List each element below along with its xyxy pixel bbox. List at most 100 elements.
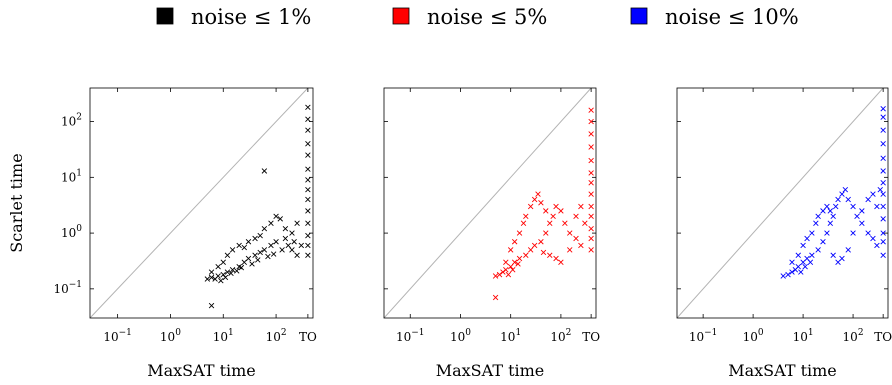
- data-point: [780, 273, 786, 279]
- data-point: [854, 213, 860, 220]
- data-point: [527, 247, 534, 253]
- data-point: [245, 239, 252, 245]
- data-point: [282, 225, 289, 232]
- data-point: [588, 203, 594, 210]
- data-point: [880, 216, 886, 222]
- x-axis-label: MaxSAT time: [728, 361, 837, 380]
- data-point: [527, 203, 534, 210]
- data-point: [588, 144, 594, 150]
- data-point: [523, 252, 529, 258]
- data-point: [795, 252, 801, 258]
- data-point: [305, 186, 311, 193]
- x-tick-label: TO: [874, 330, 892, 344]
- x-tick-label: 102: [266, 328, 287, 344]
- data-point: [215, 273, 221, 279]
- data-point: [807, 259, 814, 265]
- legend-swatch: [630, 7, 648, 25]
- data-point: [880, 230, 886, 236]
- data-point: [578, 242, 584, 249]
- data-point: [252, 235, 258, 242]
- x-tick-label: 10−1: [689, 328, 718, 344]
- data-point: [785, 271, 791, 278]
- data-point: [279, 247, 285, 253]
- x-tick-label: 10−1: [396, 328, 425, 344]
- data-points: [204, 104, 311, 309]
- data-point: [835, 196, 841, 203]
- data-point: [204, 276, 211, 282]
- data-point: [833, 203, 839, 210]
- plot-frame: [383, 87, 597, 319]
- data-point: [824, 230, 830, 236]
- data-point: [305, 242, 311, 249]
- plot-frame: [676, 87, 889, 319]
- data-point: [880, 180, 886, 186]
- scatter-panel: 10−1 100 101 102 TO 10−1 100 101 102 MaxSAT time S…: [7, 87, 317, 380]
- data-point: [208, 302, 215, 309]
- data-point: [573, 235, 579, 242]
- data-point: [255, 257, 261, 263]
- data-point: [815, 213, 821, 220]
- data-point: [809, 252, 815, 258]
- data-point: [588, 131, 594, 137]
- scatter-panel: 10−1 100 101 102 TO MaxSAT time: [676, 87, 892, 380]
- x-tick-label: 100: [160, 328, 181, 344]
- data-point: [289, 230, 295, 236]
- data-point: [305, 166, 311, 172]
- scatter-panel: 10−1 100 101 102 TO MaxSAT time: [383, 87, 600, 380]
- data-point: [224, 269, 231, 275]
- data-point: [515, 261, 521, 267]
- data-point: [588, 118, 594, 125]
- data-point: [505, 271, 512, 278]
- x-tick-label: TO: [582, 330, 600, 344]
- data-point: [234, 268, 240, 274]
- x-tick-label: 101: [793, 328, 814, 344]
- data-point: [531, 242, 538, 249]
- data-point: [588, 247, 594, 253]
- data-point: [535, 191, 541, 197]
- data-point: [492, 273, 499, 279]
- data-point: [877, 186, 883, 193]
- data-point: [588, 157, 594, 164]
- data-point: [880, 239, 886, 245]
- data-point: [268, 242, 274, 249]
- data-point: [238, 264, 245, 271]
- data-point: [880, 203, 886, 210]
- x-tick-label: 10−1: [103, 328, 132, 344]
- legend-swatch: [392, 7, 410, 25]
- data-point: [567, 230, 573, 236]
- data-point: [802, 263, 808, 270]
- data-point: [305, 177, 311, 183]
- data-point: [245, 255, 252, 262]
- data-point: [229, 267, 236, 273]
- data-point: [795, 263, 801, 270]
- data-point: [291, 239, 297, 245]
- data-point: [880, 141, 886, 147]
- data-point: [558, 259, 564, 265]
- data-point: [588, 213, 594, 220]
- data-point: [824, 203, 830, 210]
- data-point: [252, 252, 258, 258]
- y-tick-label: 100: [61, 224, 82, 240]
- data-point: [540, 249, 547, 256]
- data-point: [218, 277, 224, 284]
- data-point: [305, 252, 311, 258]
- legend-item: noise ≤ 1%: [156, 5, 311, 29]
- data-point: [294, 252, 300, 258]
- data-point: [538, 239, 544, 245]
- data-point: [503, 259, 509, 265]
- data-point: [839, 255, 845, 262]
- data-point: [809, 230, 815, 236]
- data-point: [880, 127, 886, 133]
- data-point: [789, 269, 795, 275]
- y-tick-label: 101: [61, 168, 82, 184]
- data-points: [780, 106, 886, 279]
- diagonal-reference-line: [90, 88, 309, 318]
- data-point: [520, 220, 527, 226]
- data-point: [815, 247, 821, 253]
- data-point: [880, 155, 886, 161]
- data-point: [507, 263, 514, 270]
- data-point: [845, 247, 851, 253]
- x-tick-label: 102: [843, 328, 864, 344]
- data-point: [220, 271, 226, 278]
- data-point: [562, 220, 568, 226]
